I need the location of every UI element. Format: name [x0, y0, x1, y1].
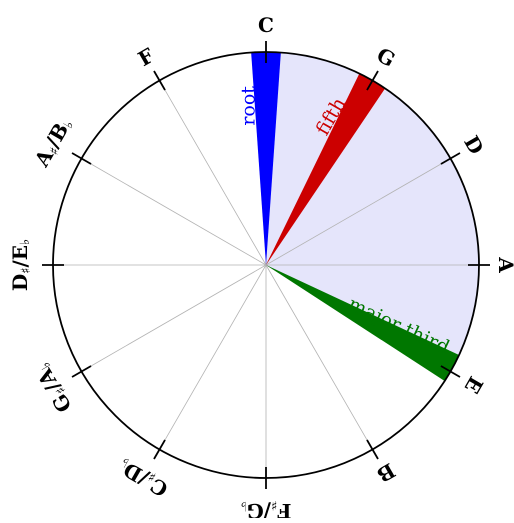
spoke-CsDb: [160, 265, 267, 449]
note-label-A: A: [495, 256, 514, 273]
spoke-GsAb: [82, 265, 266, 372]
note-label-GsAb: G♯/A♭: [29, 359, 78, 417]
note-label-AsBb: A♯/B♭: [29, 113, 78, 172]
tick-AsBb: [72, 153, 91, 164]
note-label-FsGb: F♯/G♭: [240, 498, 291, 519]
tick-F: [154, 71, 165, 90]
note-label-E: E: [460, 373, 488, 398]
tick-B: [367, 440, 378, 459]
spoke-AsBb: [82, 159, 266, 266]
note-label-B: B: [373, 459, 400, 488]
note-label-G: G: [373, 42, 400, 71]
note-label-F: F: [134, 43, 158, 71]
note-label-C: C: [258, 13, 274, 37]
tick-CsDb: [154, 440, 165, 459]
note-label-DsEb: D♯/E♭: [8, 239, 34, 291]
root-label: root: [237, 86, 259, 126]
note-label-CsDb: C♯/D♭: [114, 453, 173, 502]
note-label-D: D: [460, 131, 489, 158]
tick-GsAb: [72, 366, 91, 377]
